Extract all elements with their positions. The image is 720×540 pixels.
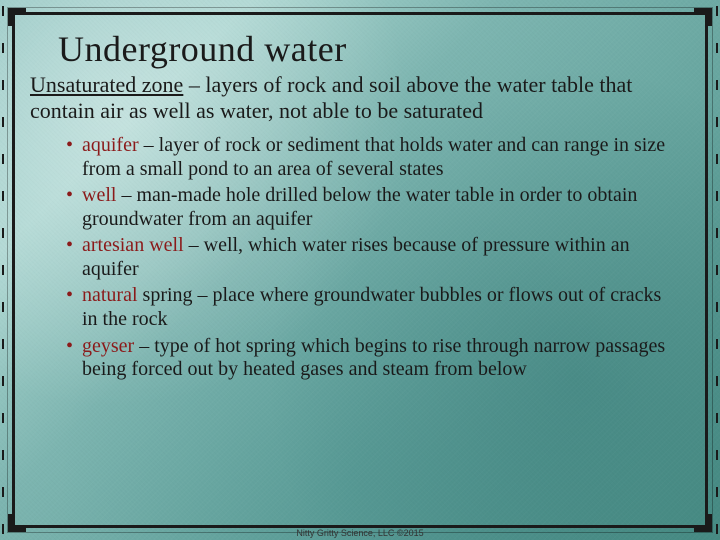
list-item: artesian well – well, which water rises … [66,234,680,281]
definition-text: – type of hot spring which begins to ris… [82,335,665,381]
list-item: aquifer – layer of rock or sediment that… [66,134,680,181]
list-item: geyser – type of hot spring which begins… [66,335,680,382]
term: natural [82,284,138,306]
definition-text: – layer of rock or sediment that holds w… [82,134,665,180]
intro-term: Unsaturated zone [30,72,183,97]
term: artesian well [82,234,184,256]
slide-content: Underground water Unsaturated zone – lay… [30,28,690,510]
slide-title: Underground water [58,28,690,70]
list-item: well – man-made hole drilled below the w… [66,184,680,231]
footer-credit: Nitty Gritty Science, LLC ©2015 [0,528,720,538]
intro-definition: Unsaturated zone – layers of rock and so… [30,72,682,124]
definition-text: – man-made hole drilled below the water … [82,184,637,230]
definition-list: aquifer – layer of rock or sediment that… [66,134,680,382]
list-item: natural spring – place where groundwater… [66,284,680,331]
definition-text: spring – place where groundwater bubbles… [82,284,661,330]
term: well [82,184,116,206]
term: aquifer [82,134,139,156]
term: geyser [82,335,134,357]
